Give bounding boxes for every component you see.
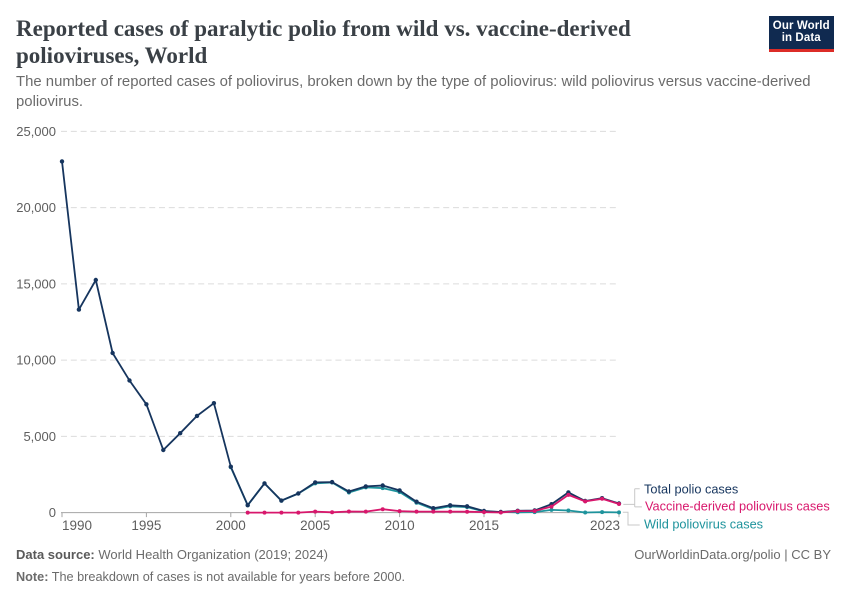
svg-text:1990: 1990 bbox=[62, 518, 92, 533]
svg-text:25,000: 25,000 bbox=[16, 124, 56, 139]
svg-text:Vaccine-derived poliovirus cas: Vaccine-derived poliovirus cases bbox=[645, 498, 830, 513]
svg-text:2015: 2015 bbox=[469, 518, 499, 533]
svg-text:20,000: 20,000 bbox=[16, 200, 56, 215]
svg-text:2005: 2005 bbox=[300, 518, 330, 533]
svg-text:Total polio cases: Total polio cases bbox=[644, 481, 738, 496]
svg-text:0: 0 bbox=[49, 505, 56, 520]
svg-text:2010: 2010 bbox=[385, 518, 415, 533]
svg-text:5,000: 5,000 bbox=[23, 429, 56, 444]
svg-text:2023: 2023 bbox=[590, 518, 620, 533]
svg-text:10,000: 10,000 bbox=[16, 353, 56, 368]
svg-text:1995: 1995 bbox=[131, 518, 161, 533]
svg-text:Wild poliovirus cases: Wild poliovirus cases bbox=[644, 517, 763, 532]
svg-text:2000: 2000 bbox=[216, 518, 246, 533]
svg-text:15,000: 15,000 bbox=[16, 276, 56, 291]
